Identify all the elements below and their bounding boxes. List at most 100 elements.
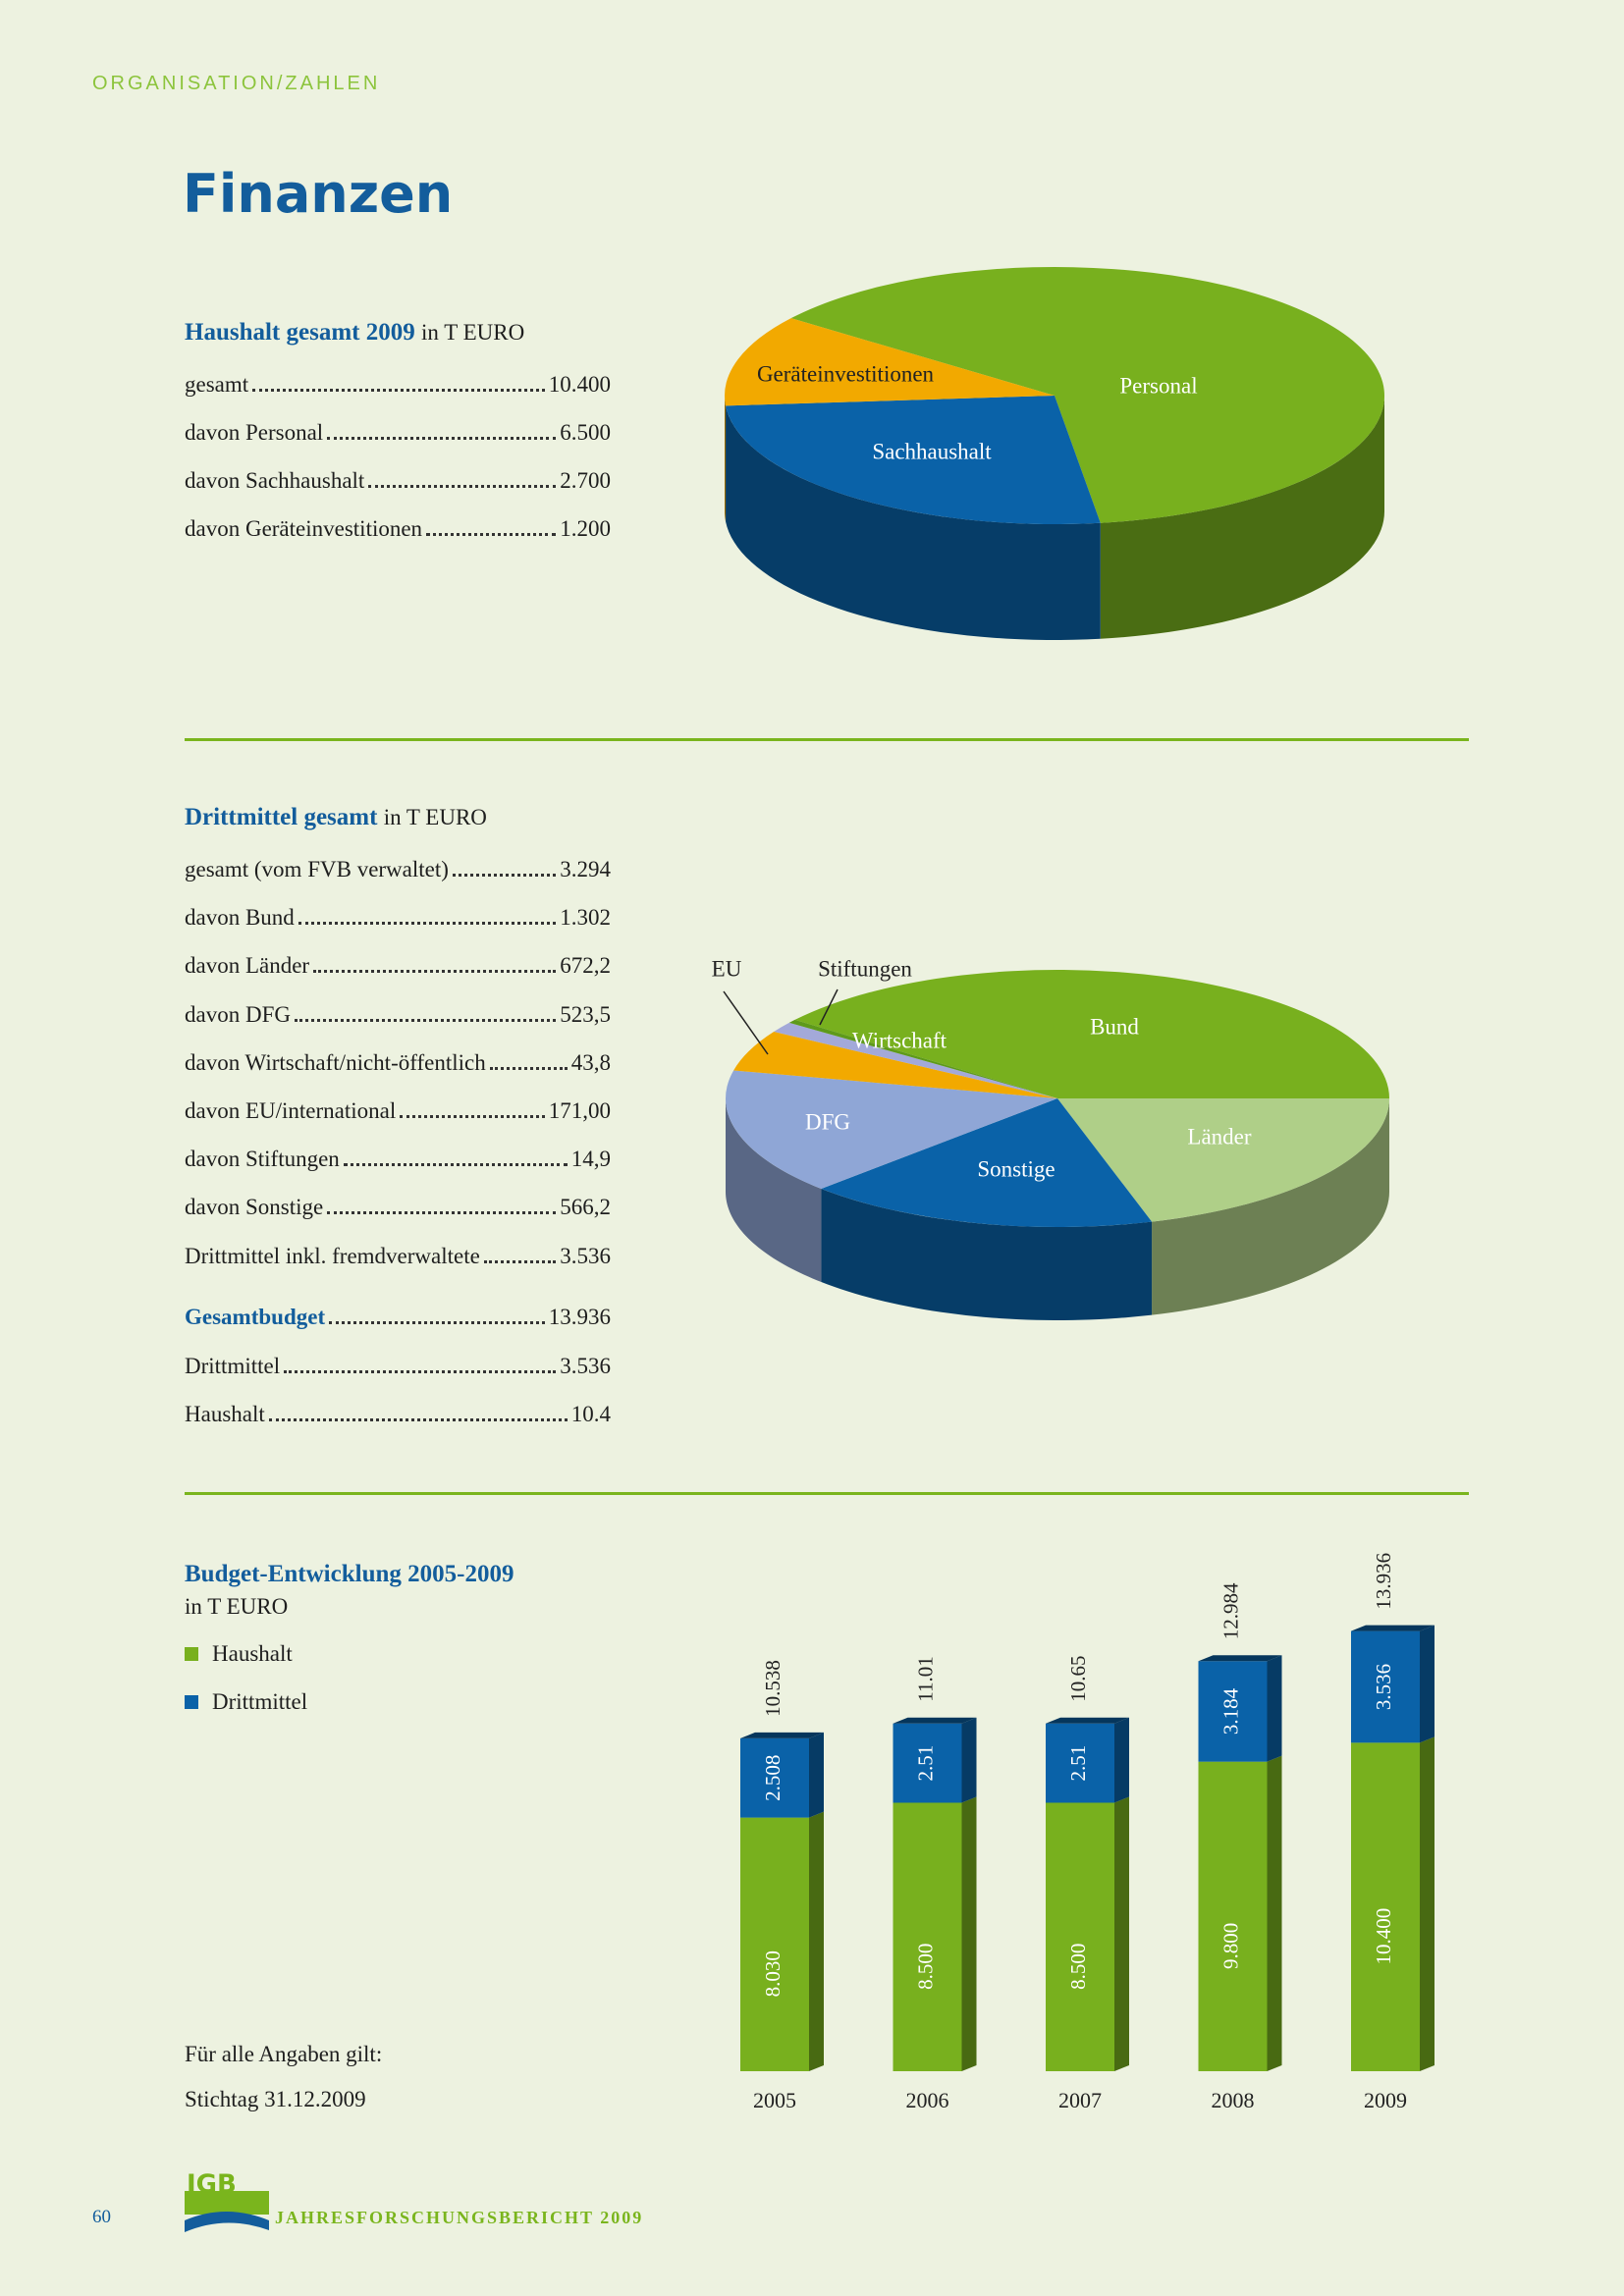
item-value: 2.700	[560, 468, 611, 493]
total-label: 10.65	[1066, 1655, 1090, 1701]
item-label: davon Stiftungen	[185, 1147, 340, 1172]
slice	[726, 396, 1101, 524]
x-tick-label: 2007	[1058, 2088, 1102, 2112]
x-tick-label: 2008	[1212, 2088, 1255, 2112]
bar-segment	[893, 1723, 962, 1803]
pie: Bund Länder Sonstige DFG EU Wirtschaft Stiftun…	[712, 956, 1389, 1320]
list-row: davon DFG 523,5	[185, 999, 611, 1031]
leader	[252, 369, 545, 392]
slice	[788, 1019, 1057, 1098]
list-row: gesamt 10.400	[185, 369, 611, 400]
value-label: 2.508	[761, 1755, 785, 1801]
slice-label: Wirtschaft	[852, 1028, 947, 1052]
slice-label: Geräteinvestitionen	[757, 361, 935, 386]
item-label: davon Länder	[185, 953, 310, 979]
total-label: 13.936	[1372, 1553, 1395, 1610]
chart-title: Budget-Entwicklung 2005-2009	[185, 1561, 514, 1587]
publication: JAHRESFORSCHUNGSBERICHT 2009	[275, 2208, 644, 2227]
leader	[294, 999, 557, 1022]
value-label: 10.400	[1372, 1908, 1395, 1965]
leader	[343, 1144, 568, 1167]
note: Stichtag 31.12.2009	[185, 2087, 366, 2111]
leader	[452, 854, 557, 877]
bar-chart: 8.030 2.508 10.538 2005 8.500 2.51 11.01 2006 8.…	[740, 1553, 1435, 2112]
slice-label: Personal	[1119, 373, 1197, 398]
leader	[327, 1192, 557, 1215]
item-label: davon Personal	[185, 420, 324, 445]
bar-side	[1267, 1655, 1282, 1762]
bar-segment	[1351, 1742, 1420, 2071]
divider	[185, 1492, 1469, 1495]
value-label: 3.536	[1372, 1664, 1395, 1710]
item-label: davon Geräteinvestitionen	[185, 516, 423, 541]
item-label: gesamt (vom FVB verwaltet)	[185, 857, 449, 881]
item-value: 10.4	[570, 1402, 611, 1426]
value-label: 2.51	[913, 1745, 937, 1782]
list-row: davon Stiftungen 14,9	[185, 1144, 611, 1175]
item-value: 566,2	[560, 1195, 611, 1220]
x-tick-label: 2009	[1364, 2088, 1407, 2112]
slice-side	[821, 1189, 1153, 1320]
slice-label: Stiftungen	[818, 956, 912, 981]
bar-top	[740, 1732, 824, 1738]
item-value: 171,00	[548, 1098, 611, 1123]
bar-side	[1114, 1717, 1129, 1803]
section-title: Gesamtbudget	[185, 1305, 326, 1329]
bar-segment	[1046, 1723, 1114, 1803]
item-label: gesamt	[185, 372, 249, 397]
value-label: 8.500	[1066, 1944, 1090, 1990]
value-label: 3.184	[1218, 1687, 1242, 1735]
slice	[1057, 1098, 1389, 1222]
logo-text: IGB	[187, 2170, 237, 2200]
list-row: davon Sachhaushalt 2.700	[185, 465, 611, 497]
slice-label: Länder	[1187, 1124, 1251, 1148]
legend-item: Drittmittel	[185, 1689, 307, 1715]
item-value: 672,2	[560, 953, 611, 979]
bar-segment	[740, 1817, 809, 2071]
item-value: 14,9	[570, 1147, 611, 1172]
slice-side	[1100, 396, 1384, 639]
slice-side	[725, 396, 727, 522]
item-label: davon EU/international	[185, 1098, 397, 1123]
bar-segment	[1198, 1661, 1268, 1762]
bar-top	[893, 1717, 977, 1724]
total-label: 10.538	[761, 1660, 785, 1717]
slice	[821, 1098, 1153, 1228]
item-value: 3.536	[560, 1354, 611, 1378]
item-value: 6.500	[560, 420, 611, 445]
bar-side	[1114, 1796, 1129, 2071]
list-row: Haushalt 10.4	[185, 1399, 611, 1430]
logo: IGB	[185, 2170, 269, 2232]
bar-side	[1420, 1625, 1435, 1743]
total-label: 12.984	[1218, 1582, 1242, 1639]
legend-label: Drittmittel	[212, 1689, 308, 1714]
leader	[313, 950, 557, 974]
bar-top	[1046, 1717, 1129, 1724]
note: Für alle Angaben gilt:	[185, 2042, 383, 2066]
list-row: gesamt (vom FVB verwaltet) 3.294	[185, 854, 611, 885]
leader	[400, 1095, 545, 1118]
leader	[483, 1241, 557, 1263]
item-value: 1.302	[560, 905, 611, 931]
list-row: davon Geräteinvestitionen 1.200	[185, 513, 611, 545]
list-row: Drittmittel inkl. fremdverwaltete 3.536	[185, 1241, 611, 1272]
item-value: 10.400	[548, 372, 611, 397]
running-header: ORGANISATION/ZAHLEN	[92, 73, 381, 94]
slice-label: Sonstige	[977, 1156, 1055, 1181]
slice	[726, 1070, 1057, 1190]
leader	[368, 465, 557, 488]
legend-item: Haushalt	[185, 1641, 293, 1667]
bar-segment	[1198, 1761, 1268, 2071]
slice-label: Bund	[1090, 1014, 1139, 1039]
item-label: davon Wirtschaft/nicht-öffentlich	[185, 1049, 486, 1075]
value-label: 8.030	[761, 1950, 785, 1997]
pie: Personal Sachhaushalt Geräteinvestitionen	[725, 266, 1384, 640]
bar-side	[1267, 1755, 1282, 2071]
page-title: Finanzen	[183, 163, 454, 225]
bar-segment	[893, 1802, 962, 2071]
leader-line	[723, 990, 769, 1055]
item-value: 523,5	[560, 1001, 611, 1027]
section-unit: in T EURO	[383, 805, 487, 829]
